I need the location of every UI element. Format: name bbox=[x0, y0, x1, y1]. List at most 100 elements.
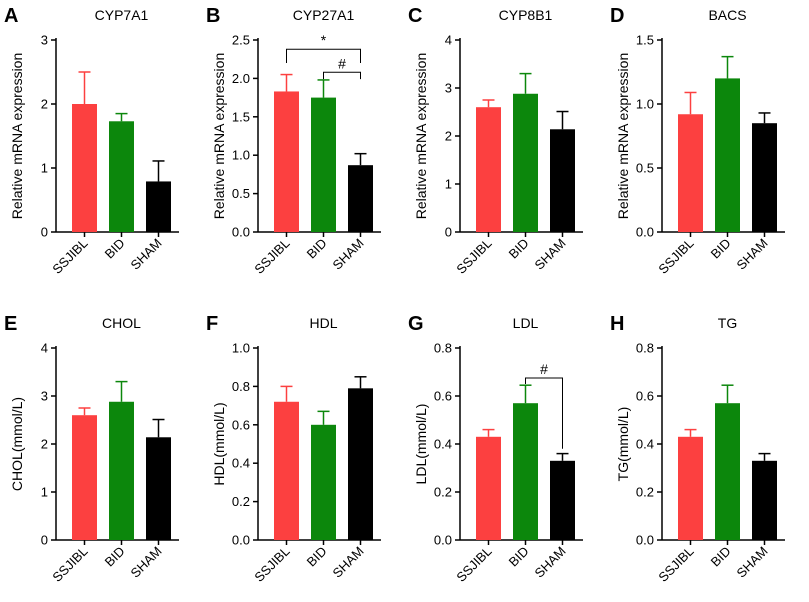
x-tick-label: SSJIBL bbox=[49, 236, 90, 277]
panel-letter: C bbox=[408, 5, 422, 27]
y-axis-label: CHOL(mmol/L) bbox=[9, 397, 25, 491]
x-tick-label: BID bbox=[708, 544, 734, 570]
y-axis-label: HDL(mmol/L) bbox=[211, 402, 227, 485]
x-tick-label: BID bbox=[708, 236, 734, 262]
y-tick-label: 0.0 bbox=[232, 225, 250, 240]
y-tick-label: 2.5 bbox=[232, 33, 250, 48]
x-tick-label: SSJIBL bbox=[655, 236, 696, 277]
y-tick-label: 0.4 bbox=[636, 437, 654, 452]
bar-sham bbox=[348, 165, 373, 232]
bar-ssjibl bbox=[274, 401, 299, 540]
panel-letter: D bbox=[610, 5, 624, 27]
y-axis-label: Relative mRNA expression bbox=[615, 53, 631, 220]
y-tick-label: 1.5 bbox=[232, 109, 250, 124]
y-tick-label: 1 bbox=[41, 485, 48, 500]
y-tick-label: 0.8 bbox=[232, 379, 250, 394]
y-tick-label: 0.5 bbox=[232, 186, 250, 201]
panel-e: E CHOL CHOL(mmol/L) 0 1 2 3 4 SSJIBL BID SHAM bbox=[4, 313, 179, 585]
y-tick-label: 0.0 bbox=[636, 225, 654, 240]
panel-title: CHOL bbox=[102, 315, 141, 331]
y-tick-label: 0.2 bbox=[636, 485, 654, 500]
bar-bid bbox=[311, 424, 336, 540]
x-tick-label: SSJIBL bbox=[251, 544, 292, 585]
panel-title: LDL bbox=[513, 315, 539, 331]
bar-sham bbox=[146, 437, 171, 540]
y-tick-label: 0.8 bbox=[636, 341, 654, 356]
panel-title: CYP7A1 bbox=[95, 7, 149, 23]
x-tick-label: SSJIBL bbox=[453, 544, 494, 585]
y-tick-label: 1 bbox=[445, 177, 452, 192]
y-axis-label: Relative mRNA expression bbox=[413, 53, 429, 220]
panel-b: B CYP27A1 Relative mRNA expression 0.0 0.5 1.… bbox=[206, 5, 381, 277]
bar-bid bbox=[715, 78, 740, 233]
panel-title: BACS bbox=[708, 7, 746, 23]
bar-bid bbox=[715, 403, 740, 540]
y-tick-label: 3 bbox=[41, 389, 48, 404]
x-tick-label: SHAM bbox=[127, 544, 164, 581]
y-tick-label: 0 bbox=[41, 225, 48, 240]
x-tick-label: BID bbox=[506, 236, 532, 262]
panel-d: D BACS Relative mRNA expression 0.0 0.5 1.0 1.… bbox=[610, 5, 785, 277]
y-tick-label: 0.6 bbox=[636, 389, 654, 404]
y-tick-label: 0.2 bbox=[434, 485, 452, 500]
panel-letter: A bbox=[4, 5, 18, 27]
bar-ssjibl bbox=[678, 436, 703, 540]
y-tick-label: 0.6 bbox=[434, 389, 452, 404]
bar-bid bbox=[109, 121, 134, 232]
y-tick-label: 1.5 bbox=[636, 33, 654, 48]
y-tick-label: 4 bbox=[41, 341, 48, 356]
significance-label: # bbox=[338, 55, 346, 71]
y-tick-label: 3 bbox=[445, 81, 452, 96]
x-tick-label: SHAM bbox=[329, 236, 366, 273]
y-tick-label: 2 bbox=[41, 437, 48, 452]
bar-sham bbox=[752, 123, 777, 232]
y-tick-label: 0.2 bbox=[232, 494, 250, 509]
x-tick-label: SSJIBL bbox=[655, 544, 696, 585]
x-tick-label: BID bbox=[304, 544, 330, 570]
y-axis-label: Relative mRNA expression bbox=[211, 53, 227, 220]
bar-sham bbox=[752, 460, 777, 540]
panel-title: TG bbox=[718, 315, 737, 331]
panel-letter: B bbox=[206, 5, 220, 27]
significance-bracket bbox=[323, 71, 361, 80]
x-tick-label: SSJIBL bbox=[453, 236, 494, 277]
significance-bracket bbox=[286, 48, 361, 64]
y-axis-label: LDL(mmol/L) bbox=[413, 404, 429, 485]
y-tick-label: 3 bbox=[41, 33, 48, 48]
panel-letter: H bbox=[610, 313, 624, 335]
y-tick-label: 0.0 bbox=[636, 533, 654, 548]
panel-a: A CYP7A1 Relative mRNA expression 0 1 2 3 SSJIB… bbox=[4, 5, 179, 277]
y-tick-label: 0 bbox=[41, 533, 48, 548]
y-tick-label: 0.0 bbox=[434, 533, 452, 548]
x-tick-label: SHAM bbox=[733, 236, 770, 273]
panel-f: F HDL HDL(mmol/L) 0.0 0.2 0.4 0.6 0.8 1.0 SSJIBL B… bbox=[206, 313, 381, 585]
panel-c: C CYP8B1 Relative mRNA expression 0 1 2 3 4 SSJI… bbox=[408, 5, 583, 277]
y-tick-label: 1 bbox=[41, 161, 48, 176]
significance-label: # bbox=[540, 361, 548, 377]
y-tick-label: 1.0 bbox=[232, 148, 250, 163]
y-tick-label: 0 bbox=[445, 225, 452, 240]
y-axis-label: TG(mmol/L) bbox=[615, 407, 631, 482]
y-tick-label: 4 bbox=[445, 33, 452, 48]
y-tick-label: 2 bbox=[445, 129, 452, 144]
bar-ssjibl bbox=[72, 104, 97, 232]
x-tick-label: BID bbox=[102, 236, 128, 262]
panel-letter: F bbox=[206, 313, 218, 335]
significance-label: * bbox=[321, 32, 327, 48]
x-tick-label: SHAM bbox=[127, 236, 164, 273]
panel-h: H TG TG(mmol/L) 0.0 0.2 0.4 0.6 0.8 SSJIBL BID SHA… bbox=[610, 313, 785, 585]
y-tick-label: 0.4 bbox=[434, 437, 452, 452]
x-tick-label: BID bbox=[102, 544, 128, 570]
x-tick-label: SHAM bbox=[531, 236, 568, 273]
x-tick-label: SHAM bbox=[733, 544, 770, 581]
bar-bid bbox=[513, 403, 538, 540]
panel-title: HDL bbox=[309, 315, 337, 331]
x-tick-label: SHAM bbox=[531, 544, 568, 581]
bar-ssjibl bbox=[476, 107, 501, 232]
bar-bid bbox=[311, 97, 336, 232]
bar-ssjibl bbox=[274, 91, 299, 233]
bar-sham bbox=[146, 181, 171, 232]
y-tick-label: 2 bbox=[41, 97, 48, 112]
y-axis-label: Relative mRNA expression bbox=[9, 53, 25, 220]
